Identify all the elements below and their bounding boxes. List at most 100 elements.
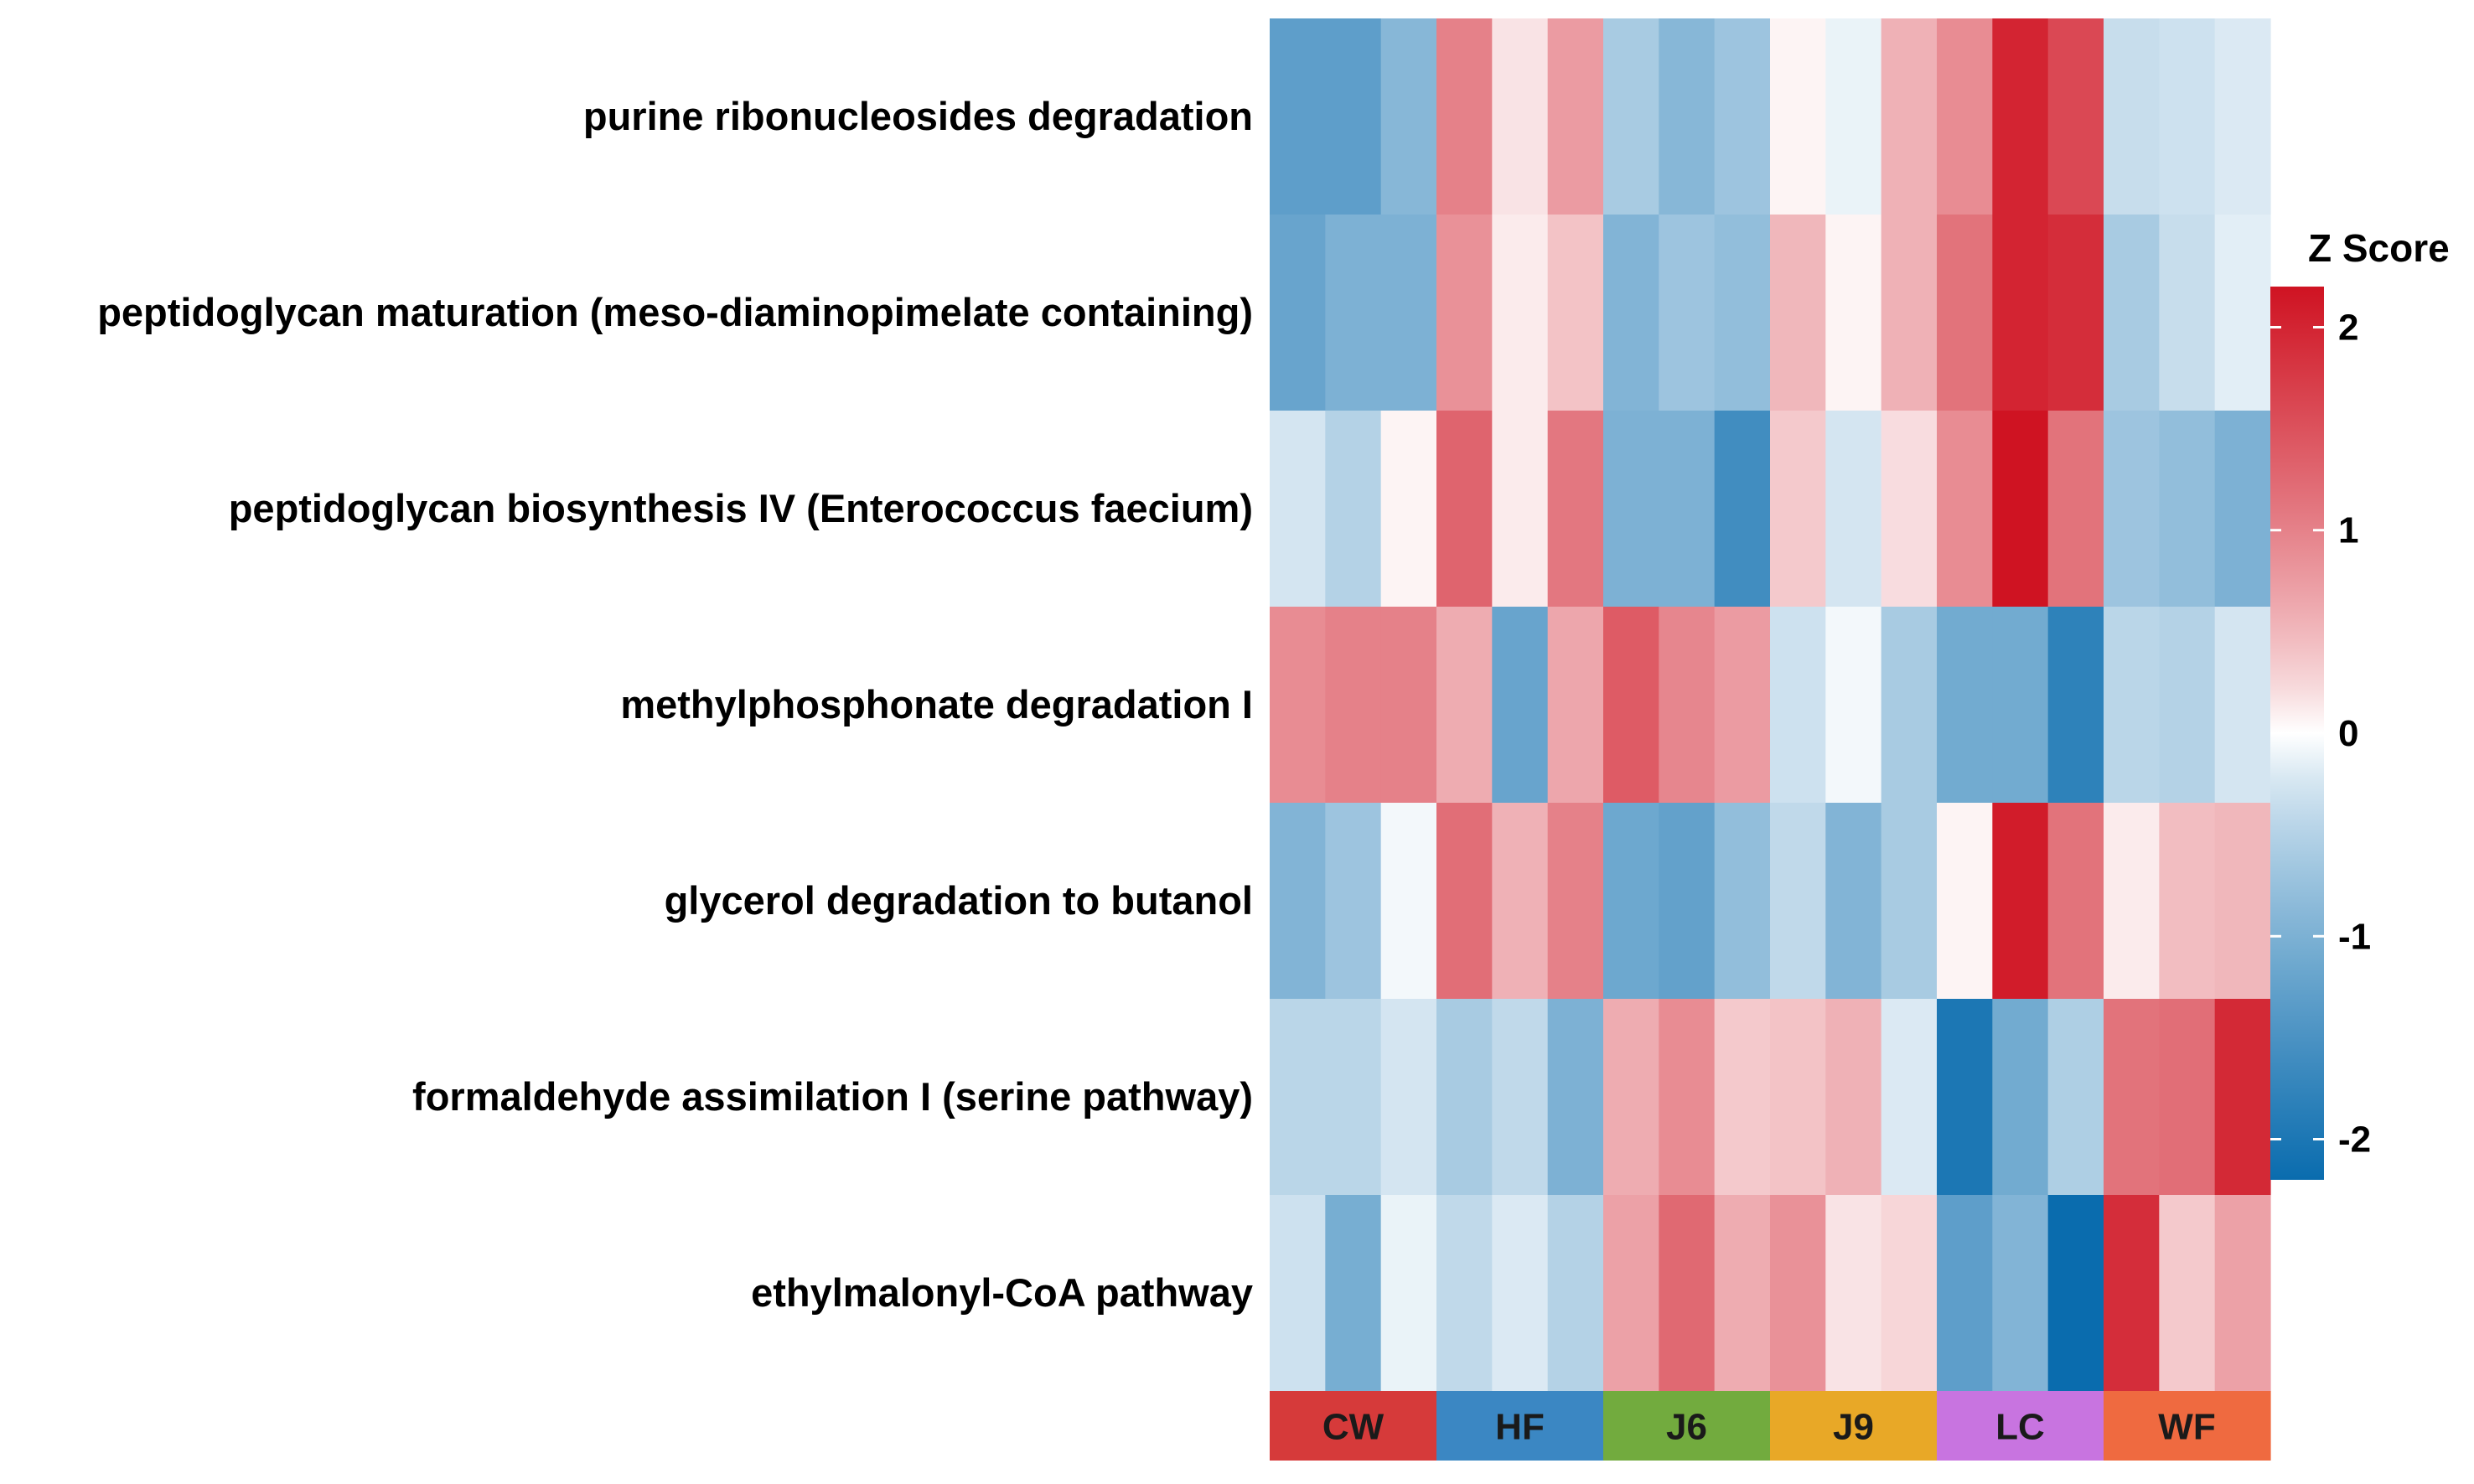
heatmap-cell [2104, 803, 2160, 1000]
heatmap-cell [2214, 999, 2271, 1196]
row-label: purine ribonucleosides degradation [583, 94, 1253, 138]
heatmap-cell [1770, 215, 1826, 411]
heatmap-cell [1881, 999, 1938, 1196]
heatmap-cell [1492, 999, 1549, 1196]
heatmap-cell [1492, 607, 1549, 804]
heatmap-cell [2214, 607, 2271, 804]
legend-tick-label: 1 [2338, 510, 2358, 551]
heatmap-cell [1547, 411, 1604, 608]
heatmap-cell [1770, 1195, 1826, 1392]
heatmap-cell [2104, 1195, 2160, 1392]
heatmap-cell [1659, 411, 1716, 608]
heatmap-cell [2214, 803, 2271, 1000]
heatmap-cell [1937, 999, 1993, 1196]
group-label: J9 [1833, 1407, 1874, 1448]
heatmap-cell [1992, 999, 2049, 1196]
heatmap-cell [1937, 411, 1993, 608]
heatmap-cell [2047, 607, 2104, 804]
heatmap-cell [1270, 215, 1326, 411]
heatmap-cell [1659, 18, 1716, 215]
heatmap-cell [1325, 411, 1382, 608]
heatmap-cell [1325, 607, 1382, 804]
heatmap-cell [1992, 607, 2049, 804]
heatmap-cell [1825, 411, 1882, 608]
heatmap-cell [1436, 803, 1493, 1000]
heatmap-cell [1380, 607, 1437, 804]
group-block [1770, 1391, 1938, 1461]
heatmap-cell [1603, 607, 1659, 804]
heatmap-cell [1881, 607, 1938, 804]
heatmap-cell [1992, 215, 2049, 411]
heatmap-cell [1825, 215, 1882, 411]
heatmap-cell [1992, 18, 2049, 215]
heatmap-cell [1714, 803, 1771, 1000]
legend-title: Z Score [2308, 226, 2450, 270]
group-block [1937, 1391, 2104, 1461]
group-label: J6 [1666, 1407, 1707, 1448]
group-label: CW [1322, 1407, 1385, 1448]
heatmap-cell [1547, 215, 1604, 411]
heatmap-cell [1603, 411, 1659, 608]
heatmap-cell [1992, 1195, 2049, 1392]
heatmap-cell [1380, 18, 1437, 215]
row-label: peptidoglycan maturation (meso-diaminopi… [97, 290, 1253, 334]
heatmap-cell [1325, 215, 1382, 411]
heatmap-cell [2214, 215, 2271, 411]
heatmap-cell [1825, 803, 1882, 1000]
heatmap-cell [1937, 1195, 1993, 1392]
heatmap-cell [1714, 411, 1771, 608]
row-label: methylphosphonate degradation I [620, 682, 1253, 726]
heatmap-cell [1325, 803, 1382, 1000]
heatmap-cell [1992, 803, 2049, 1000]
heatmap-cell [2159, 18, 2216, 215]
heatmap-cell [2047, 215, 2104, 411]
heatmap-cell [1659, 803, 1716, 1000]
heatmap-cell [1436, 18, 1493, 215]
heatmap-cell [1714, 999, 1771, 1196]
heatmap-cell [2159, 607, 2216, 804]
heatmap-cell [1714, 1195, 1771, 1392]
row-label: glycerol degradation to butanol [665, 878, 1253, 923]
heatmap-cell [1603, 18, 1659, 215]
heatmap-cell [1270, 999, 1326, 1196]
heatmap-cell [1325, 1195, 1382, 1392]
heatmap-cell [1770, 18, 1826, 215]
heatmap-cell [2104, 215, 2160, 411]
heatmap-cell [1380, 999, 1437, 1196]
heatmap-cell [1270, 18, 1326, 215]
heatmap-cell [2047, 18, 2104, 215]
legend-ticks: 2 1 0 -1 -2 [2270, 308, 2371, 1161]
heatmap-cell [1937, 803, 1993, 1000]
group-label: LC [1995, 1407, 2045, 1448]
heatmap-cell [1325, 999, 1382, 1196]
group-block [1436, 1391, 1604, 1461]
heatmap-cell [1436, 1195, 1493, 1392]
heatmap-cell [2104, 18, 2160, 215]
heatmap-cell [1492, 1195, 1549, 1392]
heatmap-cell [1770, 607, 1826, 804]
heatmap-cell [1659, 1195, 1716, 1392]
heatmap-cell [1547, 999, 1604, 1196]
heatmap-cell [2214, 411, 2271, 608]
heatmap-cell [1547, 18, 1604, 215]
row-labels: purine ribonucleosides degradation peptid… [97, 94, 1253, 1315]
row-label: peptidoglycan biosynthesis IV (Enterococ… [229, 486, 1253, 530]
heatmap-cell [2159, 215, 2216, 411]
group-block [2104, 1391, 2271, 1461]
legend-tick-label: 0 [2338, 713, 2358, 754]
heatmap-cell [1380, 1195, 1437, 1392]
heatmap-cell [1380, 411, 1437, 608]
heatmap-cell [2159, 999, 2216, 1196]
heatmap-cell [1881, 18, 1938, 215]
heatmap-cell [1325, 18, 1382, 215]
heatmap-cell [1770, 803, 1826, 1000]
heatmap-cell [1881, 215, 1938, 411]
heatmap-cell [1881, 803, 1938, 1000]
heatmap-cell [1380, 215, 1437, 411]
heatmap-cell [1659, 607, 1716, 804]
heatmap-cell [1603, 215, 1659, 411]
heatmap-cell [1825, 1195, 1882, 1392]
heatmap-cell [2047, 1195, 2104, 1392]
heatmap-cell [1659, 215, 1716, 411]
